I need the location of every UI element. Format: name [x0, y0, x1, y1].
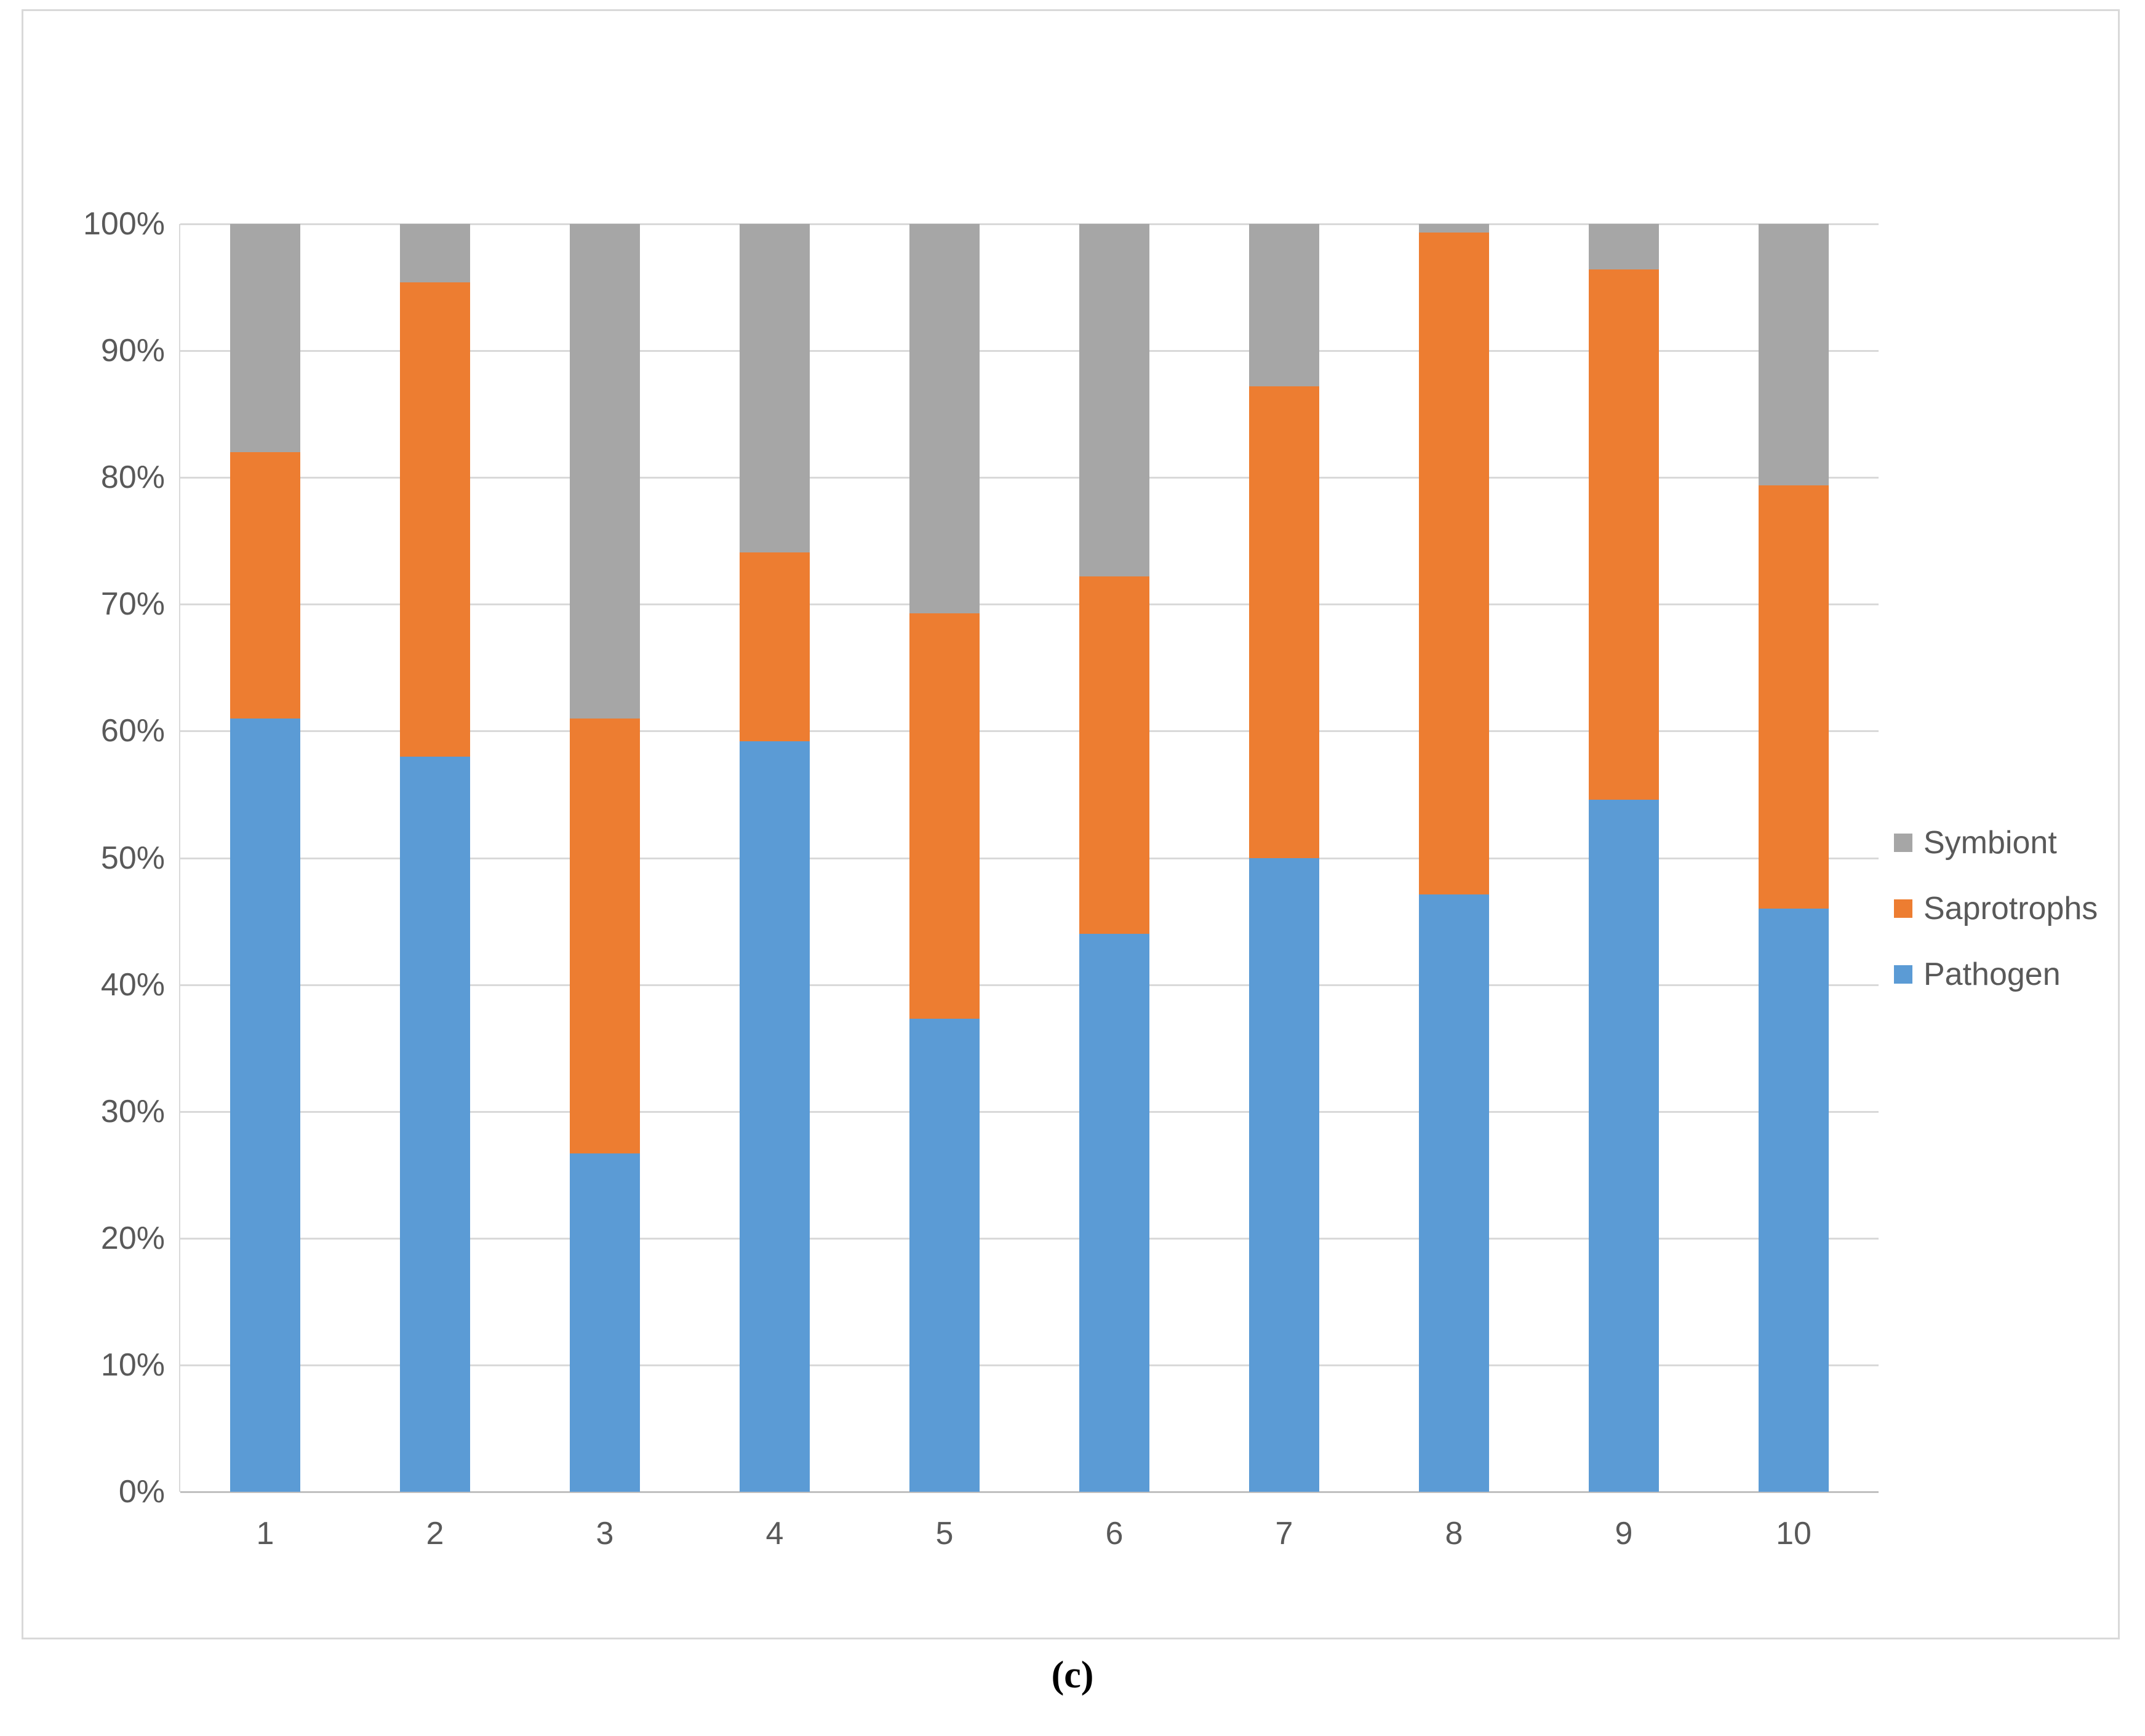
bar-segment-pathogen	[1079, 934, 1149, 1492]
y-tick-label: 100%	[83, 206, 165, 242]
bar-segment-pathogen	[1419, 894, 1489, 1492]
bar-segment-saprotrophs	[740, 552, 810, 741]
stacked-bar-8	[1419, 224, 1489, 1492]
bar-segment-symbiont	[740, 224, 810, 552]
legend-swatch-icon	[1894, 834, 1912, 852]
bar-segment-saprotrophs	[400, 282, 470, 757]
bar-segment-symbiont	[570, 224, 640, 719]
stacked-bar-1	[230, 224, 300, 1492]
x-axis-line	[180, 1491, 1879, 1493]
legend: Symbiont Saprotrophs Pathogen	[1894, 824, 2098, 993]
bar-segment-symbiont	[1079, 224, 1149, 576]
bar-segment-saprotrophs	[570, 718, 640, 1153]
y-tick-label: 90%	[100, 333, 165, 369]
legend-entry: Saprotrophs	[1894, 890, 2098, 927]
stacked-bar-10	[1759, 224, 1829, 1492]
y-tick-label: 60%	[100, 713, 165, 749]
legend-label: Symbiont	[1923, 825, 2057, 861]
bar-segment-saprotrophs	[1589, 269, 1659, 800]
legend-label: Pathogen	[1923, 957, 2061, 992]
bar-segment-symbiont	[909, 224, 980, 613]
y-tick-label: 50%	[100, 840, 165, 876]
legend-swatch-icon	[1894, 965, 1912, 984]
stacked-bar-5	[909, 224, 980, 1492]
chart-frame: 0% 10% 20% 30% 40% 50% 60% 70% 80% 90% 100% 1 2 3 4 5 6…	[22, 9, 2120, 1639]
gridline	[180, 477, 1879, 479]
bar-segment-symbiont	[1249, 224, 1319, 386]
gridline	[180, 1110, 1879, 1113]
bar-segment-pathogen	[230, 718, 300, 1492]
legend-label: Saprotrophs	[1923, 891, 2098, 926]
bar-segment-pathogen	[740, 741, 810, 1492]
x-tick-label: 5	[935, 1516, 954, 1551]
gridline	[180, 857, 1879, 859]
stacked-bar-3	[570, 224, 640, 1492]
gridline	[180, 1364, 1879, 1366]
bar-segment-symbiont	[1419, 224, 1489, 233]
plot-area	[179, 223, 1879, 1493]
y-axis-tick-labels: 0% 10% 20% 30% 40% 50% 60% 70% 80% 90% 100%	[23, 11, 2145, 1736]
y-tick-label: 10%	[100, 1347, 165, 1383]
gridline	[180, 1237, 1879, 1240]
x-tick-label: 4	[765, 1516, 784, 1551]
y-tick-label: 30%	[100, 1093, 165, 1129]
y-tick-label: 40%	[100, 966, 165, 1003]
x-tick-label: 1	[256, 1516, 274, 1551]
bar-segment-symbiont	[400, 224, 470, 282]
stacked-bar-6	[1079, 224, 1149, 1492]
bar-segment-pathogen	[1249, 858, 1319, 1492]
x-tick-label: 10	[1776, 1516, 1811, 1551]
legend-entry: Symbiont	[1894, 824, 2098, 861]
y-tick-label: 20%	[100, 1220, 165, 1256]
gridline	[180, 603, 1879, 606]
x-tick-label: 9	[1615, 1516, 1633, 1551]
x-tick-label: 8	[1445, 1516, 1463, 1551]
stacked-bar-2	[400, 224, 470, 1492]
y-axis-line	[179, 224, 180, 1492]
stacked-bar-9	[1589, 224, 1659, 1492]
x-tick-label: 2	[426, 1516, 444, 1551]
bar-segment-pathogen	[1759, 908, 1829, 1492]
y-tick-label: 70%	[100, 586, 165, 623]
bar-segment-saprotrophs	[230, 452, 300, 719]
bar-segment-saprotrophs	[1419, 233, 1489, 895]
gridline	[180, 223, 1879, 225]
y-tick-label: 0%	[118, 1474, 165, 1510]
gridline	[180, 730, 1879, 733]
y-tick-label: 80%	[100, 460, 165, 496]
figure-caption: (c)	[1051, 1654, 1094, 1696]
stacked-bar-4	[740, 224, 810, 1492]
legend-entry: Pathogen	[1894, 956, 2098, 993]
legend-swatch-icon	[1894, 899, 1912, 918]
gridline	[180, 350, 1879, 352]
bar-segment-symbiont	[1589, 224, 1659, 270]
bar-segment-symbiont	[1759, 224, 1829, 485]
bar-segment-symbiont	[230, 224, 300, 452]
bar-segment-saprotrophs	[1249, 386, 1319, 858]
bar-segment-saprotrophs	[909, 613, 980, 1019]
bar-segment-pathogen	[909, 1019, 980, 1492]
bar-segment-pathogen	[1589, 799, 1659, 1492]
bar-segment-pathogen	[570, 1153, 640, 1492]
bar-segment-pathogen	[400, 756, 470, 1492]
gridline	[180, 984, 1879, 986]
bar-segment-saprotrophs	[1759, 485, 1829, 909]
x-tick-label: 7	[1275, 1516, 1293, 1551]
bar-segment-saprotrophs	[1079, 576, 1149, 934]
x-tick-label: 3	[596, 1516, 614, 1551]
stacked-bar-7	[1249, 224, 1319, 1492]
x-tick-label: 6	[1105, 1516, 1124, 1551]
